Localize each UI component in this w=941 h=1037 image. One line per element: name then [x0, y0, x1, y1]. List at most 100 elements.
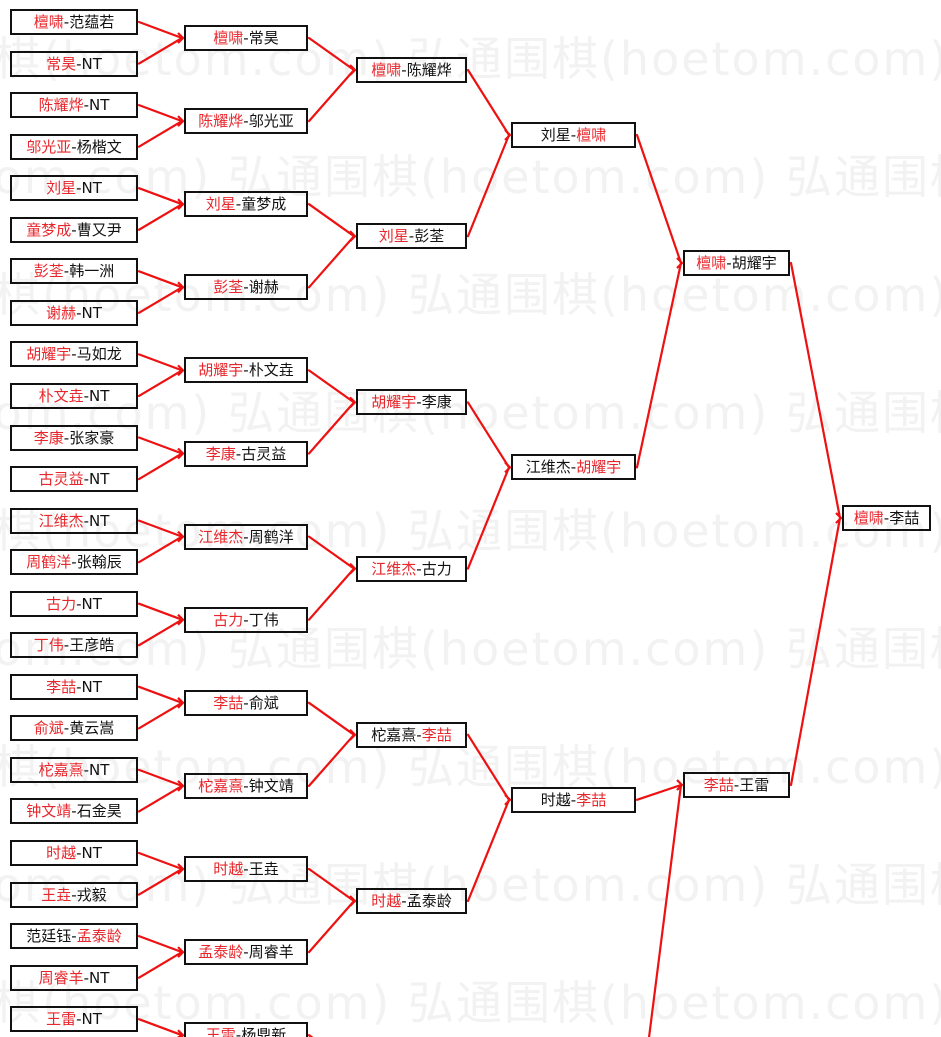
match-box[interactable]: 胡耀宇-马如龙: [10, 341, 138, 368]
match-box[interactable]: 檀啸-陈耀烨: [356, 57, 467, 83]
match-box[interactable]: 刘星-彭荃: [356, 223, 467, 250]
match-box[interactable]: 王垚-戎毅: [10, 881, 138, 908]
player-left: 江维杰: [198, 527, 244, 546]
match-box[interactable]: 古灵益-NT: [10, 466, 138, 493]
player-left: 王雷: [205, 1026, 236, 1037]
player-separator: -: [243, 29, 249, 47]
match-box[interactable]: 俞斌-黄云嵩: [10, 715, 138, 742]
match-box[interactable]: 彭荃-谢赫: [184, 274, 308, 301]
player-separator: -: [83, 470, 90, 489]
match-box[interactable]: 王雷-杨鼎新: [184, 1022, 308, 1037]
match-box[interactable]: 檀啸-范蕴若: [10, 9, 138, 35]
player-separator: -: [71, 885, 77, 904]
match-box[interactable]: 柁嘉熹-钟文靖: [184, 772, 308, 799]
match-box[interactable]: 江维杰-胡耀宇: [511, 454, 636, 481]
match-box[interactable]: 丁伟-王彦皓: [10, 632, 138, 659]
player-right: NT: [81, 1010, 102, 1029]
player-separator: -: [83, 760, 90, 779]
player-left: 柁嘉熹: [198, 776, 244, 795]
match-box[interactable]: 李喆-王雷: [683, 772, 790, 798]
player-right: 杨鼎新: [241, 1026, 287, 1037]
match-box[interactable]: 时越-孟泰龄: [356, 888, 467, 914]
player-right: NT: [81, 54, 102, 73]
player-left: 谢赫: [46, 303, 77, 322]
match-box[interactable]: 古力-NT: [10, 590, 138, 617]
match-box[interactable]: 胡耀宇-朴文垚: [184, 357, 308, 384]
player-separator: -: [63, 13, 70, 31]
match-box[interactable]: 李喆-俞斌: [184, 689, 308, 716]
player-separator: -: [71, 220, 77, 239]
player-right: 李喆: [576, 790, 607, 809]
match-box[interactable]: 范廷钰-孟泰龄: [10, 923, 138, 950]
match-box[interactable]: 邬光亚-杨楷文: [10, 133, 138, 160]
player-left: 陈耀烨: [38, 96, 84, 115]
player-right: NT: [89, 511, 110, 530]
player-right: 邬光亚: [248, 112, 294, 131]
match-box[interactable]: 檀啸-常昊: [184, 25, 308, 51]
match-box[interactable]: 彭荃-韩一洲: [10, 258, 138, 285]
watermark-text: 弘通围棋(hoetom.com) 弘通围棋(hoetom.com) 弘通围棋(h…: [0, 740, 941, 794]
player-left: 李康: [33, 428, 64, 447]
player-separator: -: [401, 892, 407, 910]
player-separator: -: [243, 527, 249, 546]
match-box[interactable]: 江维杰-NT: [10, 507, 138, 534]
player-separator: -: [76, 1010, 82, 1029]
player-right: 王雷: [739, 776, 770, 794]
player-separator: -: [76, 54, 82, 73]
player-separator: -: [76, 303, 82, 322]
player-left: 檀啸: [696, 254, 727, 272]
match-box[interactable]: 李喆-NT: [10, 673, 138, 700]
player-right: 古力: [421, 559, 452, 578]
match-box[interactable]: 谢赫-NT: [10, 299, 138, 326]
player-left: 周睿羊: [38, 968, 84, 987]
player-right: 谢赫: [248, 278, 279, 297]
player-separator: -: [63, 636, 70, 655]
player-right: NT: [81, 594, 102, 613]
match-box[interactable]: 檀啸-胡耀宇: [683, 250, 790, 276]
match-box[interactable]: 李康-古灵益: [184, 440, 308, 467]
player-right: NT: [89, 96, 110, 115]
player-right: 朴文垚: [248, 361, 294, 380]
match-box[interactable]: 时越-NT: [10, 840, 138, 866]
player-right: 孟泰龄: [406, 892, 452, 910]
match-box[interactable]: 古力-丁伟: [184, 606, 308, 633]
match-box[interactable]: 刘星-童梦成: [184, 191, 308, 218]
match-box[interactable]: 周鹤洋-张翰辰: [10, 549, 138, 576]
match-box[interactable]: 时越-李喆: [511, 786, 636, 813]
match-box[interactable]: 时越-王垚: [184, 856, 308, 882]
player-left: 江维杰: [371, 559, 417, 578]
match-box[interactable]: 胡耀宇-李康: [356, 389, 467, 416]
player-right: 李喆: [421, 725, 452, 744]
player-left: 时越: [540, 790, 571, 809]
player-left: 李康: [205, 444, 236, 463]
player-left: 孟泰龄: [198, 943, 244, 962]
match-box[interactable]: 周睿羊-NT: [10, 964, 138, 991]
match-box[interactable]: 柁嘉熹-李喆: [356, 721, 467, 748]
watermark-text: 弘通围棋(hoetom.com) 弘通围棋(hoetom.com) 弘通围棋(h…: [0, 150, 941, 204]
match-box[interactable]: 江维杰-周鹤洋: [184, 523, 308, 550]
match-box[interactable]: 朴文垚-NT: [10, 382, 138, 409]
player-right: NT: [81, 179, 102, 198]
match-box[interactable]: 柁嘉熹-NT: [10, 756, 138, 783]
match-box[interactable]: 陈耀烨-NT: [10, 92, 138, 119]
match-box[interactable]: 李康-张家豪: [10, 424, 138, 451]
player-left: 范廷钰: [26, 927, 72, 946]
match-box[interactable]: 童梦成-曹又尹: [10, 216, 138, 243]
match-box[interactable]: 刘星-NT: [10, 175, 138, 202]
match-box[interactable]: 常昊-NT: [10, 50, 138, 77]
player-left: 俞斌: [33, 719, 64, 738]
match-box[interactable]: 钟文靖-石金昊: [10, 798, 138, 825]
match-box[interactable]: 江维杰-古力: [356, 555, 467, 582]
player-right: NT: [81, 677, 102, 696]
player-separator: -: [243, 112, 249, 131]
player-right: 常昊: [248, 29, 279, 47]
match-box[interactable]: 王雷-NT: [10, 1006, 138, 1033]
player-left: 柁嘉熹: [38, 760, 84, 779]
match-box[interactable]: 檀啸-李喆: [842, 505, 931, 531]
player-separator: -: [71, 927, 77, 946]
player-left: 陈耀烨: [198, 112, 244, 131]
match-box[interactable]: 刘星-檀啸: [511, 122, 636, 148]
match-box[interactable]: 孟泰龄-周睿羊: [184, 939, 308, 966]
match-box[interactable]: 陈耀烨-邬光亚: [184, 108, 308, 135]
